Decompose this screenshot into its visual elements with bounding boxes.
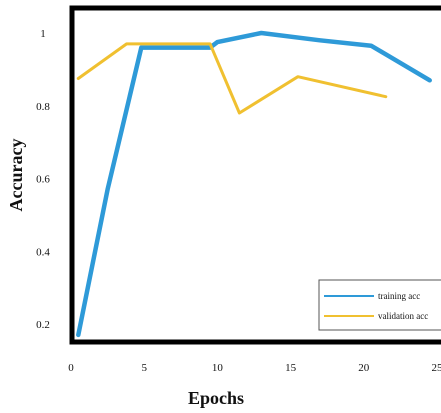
- x-axis-title: Epochs: [188, 388, 244, 408]
- x-tick-label: 5: [141, 362, 147, 374]
- series-line-validation-acc: [76, 42, 388, 115]
- y-tick-label: 0.6: [36, 174, 50, 186]
- y-tick-label: 1: [40, 28, 46, 40]
- series-line-training-acc: [76, 30, 432, 338]
- legend-label: training acc: [378, 291, 420, 301]
- legend-label: validation acc: [378, 311, 428, 321]
- x-tick-label: 0: [68, 362, 74, 374]
- y-axis-title: Accuracy: [6, 139, 26, 212]
- x-tick-label: 15: [285, 362, 297, 374]
- legend-box: [318, 279, 441, 331]
- x-tick-label: 20: [358, 362, 370, 374]
- y-tick-label: 0.8: [36, 101, 50, 113]
- y-tick-label: 0.2: [36, 319, 50, 331]
- y-tick-label: 0.4: [36, 246, 50, 258]
- x-tick-label: 25: [432, 362, 441, 374]
- x-tick-label: 10: [212, 362, 224, 374]
- legend: training acc validation acc: [318, 279, 441, 331]
